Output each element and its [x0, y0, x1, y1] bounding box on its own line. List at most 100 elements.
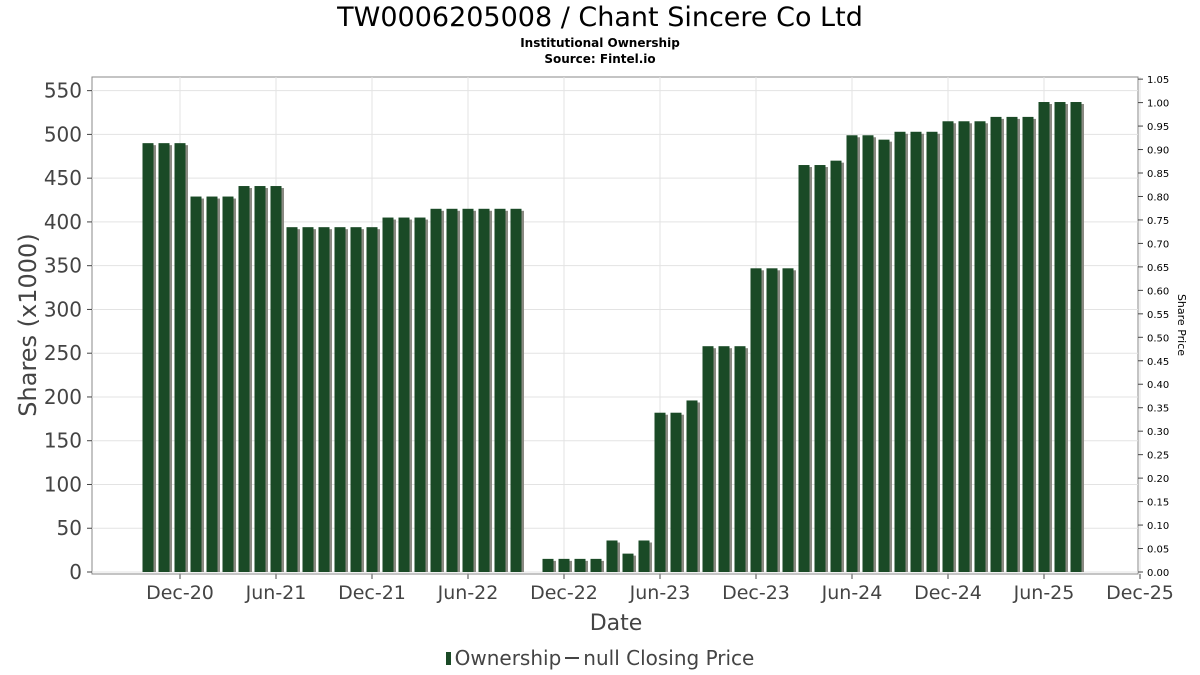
ownership-bar	[1070, 102, 1082, 572]
x-tick-label: Jun-25	[1013, 582, 1075, 604]
y-tick-label: 50	[57, 516, 82, 540]
ownership-bar	[798, 165, 810, 573]
x-tick-label: Jun-24	[821, 582, 883, 604]
ownership-bar	[238, 186, 250, 572]
ownership-bar	[606, 540, 618, 572]
ownership-bar	[654, 412, 666, 572]
chart-subtitle: Institutional Ownership	[520, 36, 680, 50]
y2-tick-label: 0.70	[1147, 239, 1169, 250]
ownership-bar	[990, 116, 1002, 573]
y2-tick-label: 0.45	[1147, 357, 1169, 368]
y-tick-label: 400	[44, 210, 82, 234]
y2-tick-label: 0.65	[1147, 263, 1169, 274]
ownership-bar	[718, 346, 730, 572]
y-axis-label: Shares (x1000)	[14, 233, 42, 416]
ownership-bar	[462, 208, 474, 573]
ownership-bar	[942, 121, 954, 572]
ownership-bar	[1054, 102, 1066, 572]
ownership-bar	[494, 208, 506, 573]
ownership-bar	[862, 135, 874, 572]
y2-tick-label: 0.90	[1147, 146, 1169, 157]
y2-tick-label: 0.15	[1147, 498, 1169, 509]
y-tick-label: 200	[44, 385, 82, 409]
ownership-bar	[206, 196, 218, 573]
ownership-bar	[686, 400, 698, 572]
ownership-bar	[910, 131, 922, 572]
ownership-bar	[510, 208, 522, 573]
y2-tick-label: 0.05	[1147, 545, 1169, 556]
ownership-bar	[446, 208, 458, 573]
x-tick-label: Dec-25	[1106, 582, 1174, 604]
y-tick-label: 0	[69, 560, 82, 584]
ownership-bar	[702, 346, 714, 572]
y2-tick-label: 0.35	[1147, 404, 1169, 415]
y2-axis-label: Share Price	[1175, 294, 1188, 356]
axes: 0 50 100 150 200 250 300 350 400 450 500 550 0.00 0.0…	[44, 75, 1174, 604]
ownership-bar	[270, 186, 282, 572]
y2-tick-label: 0.40	[1147, 380, 1169, 391]
x-tick-label: Jun-22	[437, 582, 499, 604]
ownership-bar	[846, 135, 858, 572]
y2-tick-label: 0.50	[1147, 333, 1169, 344]
y-tick-label: 100	[44, 472, 82, 496]
ownership-bar	[958, 121, 970, 572]
ownership-bar	[430, 208, 442, 573]
ownership-bar	[766, 268, 778, 572]
closing-price-swatch	[565, 657, 580, 659]
ownership-bar	[334, 227, 346, 572]
ownership-bar	[830, 160, 842, 572]
chart-source: Source: Fintel.io	[544, 52, 656, 66]
ownership-bar	[782, 268, 794, 572]
ownership-bar	[222, 196, 234, 573]
ownership-bar	[1038, 102, 1050, 572]
y2-tick-label: 0.80	[1147, 192, 1169, 203]
y-tick-label: 300	[44, 297, 82, 321]
y-tick-label: 450	[44, 166, 82, 190]
y2-tick-label: 0.25	[1147, 451, 1169, 462]
y2-tick-label: 0.75	[1147, 216, 1169, 227]
ownership-bar	[478, 208, 490, 573]
x-axis-label: Date	[590, 611, 643, 636]
ownership-bar	[286, 227, 298, 572]
y2-tick-label: 0.20	[1147, 474, 1169, 485]
ownership-bar	[670, 412, 682, 572]
y2-tick-label: 0.85	[1147, 169, 1169, 180]
ownership-bar	[542, 558, 554, 572]
ownership-bar	[750, 268, 762, 572]
ownership-bar	[302, 227, 314, 572]
ownership-bar	[734, 346, 746, 572]
ownership-bar	[1006, 116, 1018, 573]
y2-tick-label: 1.00	[1147, 99, 1169, 110]
y-tick-label: 250	[44, 341, 82, 365]
ownership-bar	[894, 131, 906, 572]
y-tick-label: 150	[44, 429, 82, 453]
x-tick-label: Dec-20	[146, 582, 214, 604]
ownership-bar	[190, 196, 202, 573]
y-tick-label: 350	[44, 254, 82, 278]
ownership-bar	[350, 227, 362, 572]
ownership-bar	[590, 558, 602, 572]
ownership-bar	[622, 553, 634, 572]
y-tick-label: 500	[44, 122, 82, 146]
y2-tick-label: 0.60	[1147, 286, 1169, 297]
x-tick-label: Dec-22	[530, 582, 598, 604]
ownership-bar	[878, 139, 890, 573]
ownership-bar	[638, 540, 650, 572]
y-tick-label: 550	[44, 79, 82, 103]
ownership-bar	[926, 131, 938, 572]
ownership-bar	[558, 558, 570, 572]
ownership-bar	[398, 217, 410, 572]
ownership-bar	[1022, 116, 1034, 573]
ownership-bar	[318, 227, 330, 572]
x-tick-label: Dec-21	[338, 582, 406, 604]
ownership-bar	[814, 165, 826, 573]
ownership-bar	[366, 227, 378, 572]
legend-closing-price: null Closing Price	[583, 646, 755, 670]
y2-tick-label: 1.05	[1147, 75, 1169, 86]
y2-tick-label: 0.95	[1147, 122, 1169, 133]
ownership-bar	[174, 143, 186, 573]
bars	[142, 102, 1084, 573]
ownership-bar	[158, 143, 170, 573]
legend-ownership: Ownership	[454, 646, 562, 670]
y2-tick-label: 0.30	[1147, 427, 1169, 438]
